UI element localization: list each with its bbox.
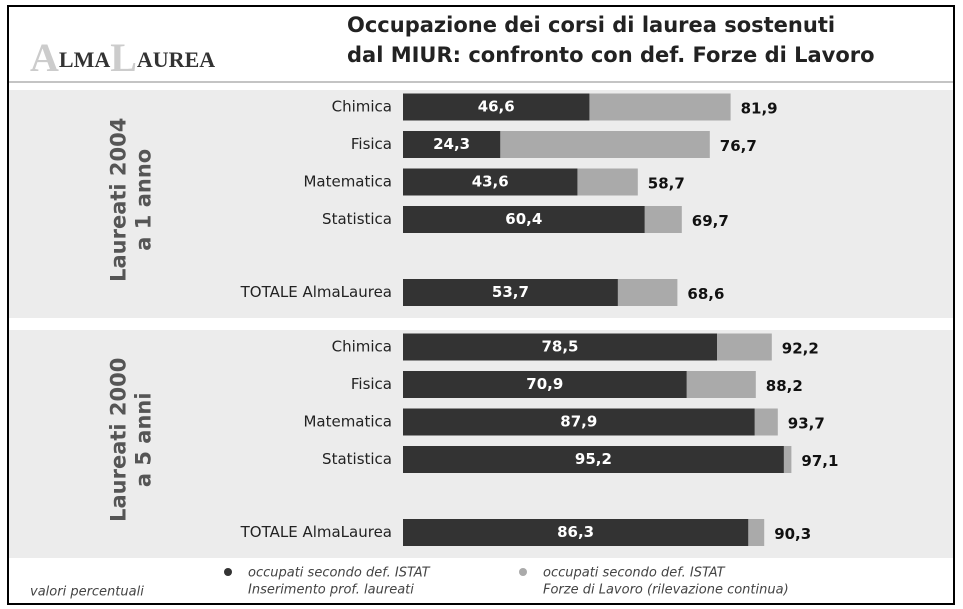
group-label-line: a 5 anni [132, 392, 156, 487]
logo-part: LMA [59, 47, 110, 72]
value-label: 43,6 [472, 173, 509, 191]
bar [403, 519, 749, 546]
bar [403, 371, 687, 398]
bar [403, 446, 784, 473]
group-label-line: Laureati 2004 [106, 118, 130, 282]
group-label-line: a 1 anno [132, 149, 156, 251]
chart-title: dal MIUR: confronto con def. Forze di La… [347, 43, 875, 67]
value-label: 24,3 [433, 135, 470, 153]
category-label: Chimica [332, 338, 392, 356]
category-label: Matematica [303, 413, 392, 431]
value-label: 70,9 [526, 375, 563, 393]
group-label: Laureati 2000a 5 anni [106, 358, 155, 522]
value-label: 93,7 [788, 415, 825, 433]
logo: ALMALAUREA [30, 35, 215, 80]
category-label: Statistica [322, 450, 392, 468]
bar [403, 408, 755, 436]
logo-part: L [110, 35, 137, 80]
category-label: Chimica [332, 98, 392, 116]
bar [403, 131, 501, 158]
bar [403, 279, 618, 306]
legend-label: occupati secondo def. ISTAT [543, 566, 726, 581]
bar [403, 333, 717, 361]
value-label: 87,9 [560, 413, 597, 431]
group-label: Laureati 2004a 1 anno [106, 118, 155, 282]
value-label: 97,1 [801, 452, 838, 470]
value-label: 90,3 [774, 525, 811, 543]
value-label: 58,7 [648, 175, 685, 193]
legend-swatch [519, 568, 527, 576]
value-label: 86,3 [557, 523, 594, 541]
value-label: 68,6 [687, 285, 724, 303]
value-label: 88,2 [766, 377, 803, 395]
legend-label: occupati secondo def. ISTAT [248, 566, 431, 581]
value-label: 53,7 [492, 283, 529, 301]
legend-label: Inserimento prof. laureati [248, 583, 414, 598]
value-label: 92,2 [782, 340, 819, 358]
logo-part: AUREA [137, 47, 215, 72]
value-label: 81,9 [741, 100, 778, 118]
category-label: Fisica [351, 135, 392, 153]
category-label: Statistica [322, 210, 392, 228]
legend-label: Forze di Lavoro (rilevazione continua) [543, 583, 789, 598]
bar [403, 206, 645, 233]
value-label: 69,7 [692, 212, 729, 230]
note: valori percentuali [30, 585, 144, 600]
bar [403, 93, 590, 121]
value-label: 78,5 [541, 338, 578, 356]
category-label: Fisica [351, 375, 392, 393]
chart-title: Occupazione dei corsi di laurea sostenut… [347, 13, 835, 37]
logo-part: A [30, 35, 59, 80]
legend-swatch [224, 568, 232, 576]
bar [403, 168, 578, 196]
value-label: 76,7 [720, 137, 757, 155]
category-label: TOTALE AlmaLaurea [240, 523, 392, 541]
value-label: 46,6 [478, 98, 515, 116]
category-label: TOTALE AlmaLaurea [240, 283, 392, 301]
category-label: Matematica [303, 173, 392, 191]
value-label: 95,2 [575, 450, 612, 468]
group-label-line: Laureati 2000 [106, 358, 130, 522]
value-label: 60,4 [505, 210, 542, 228]
